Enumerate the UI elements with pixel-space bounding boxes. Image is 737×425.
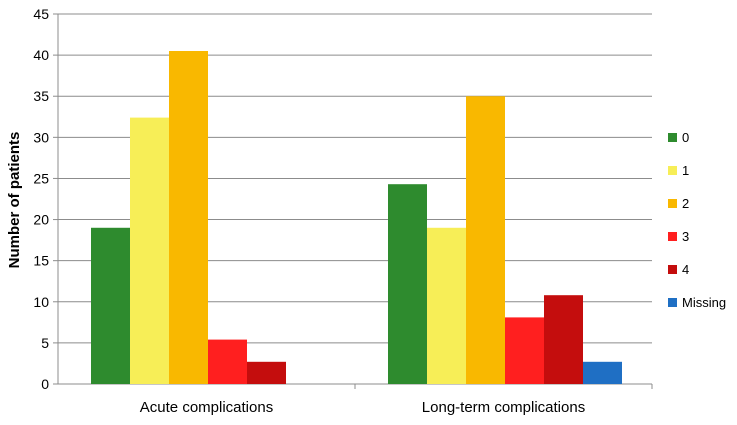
bar-long-term-4	[544, 295, 583, 384]
x-category-label-1: Long-term complications	[422, 399, 585, 416]
bar-long-term-1	[427, 227, 466, 384]
y-tick-label-25: 25	[33, 170, 49, 186]
legend-swatch-2	[668, 199, 677, 208]
legend-label-3: 3	[682, 229, 689, 244]
bar-acute-1	[130, 117, 169, 384]
legend-swatch-1	[668, 166, 677, 175]
bar-long-term-2	[466, 96, 505, 384]
bars	[91, 51, 622, 384]
legend-label-missing: Missing	[682, 295, 726, 310]
legend-label-2: 2	[682, 196, 689, 211]
legend-swatch-3	[668, 232, 677, 241]
y-tick-label-45: 45	[33, 6, 49, 22]
y-tick-label-5: 5	[41, 335, 49, 351]
legend-swatch-4	[668, 265, 677, 274]
bar-acute-0	[91, 227, 130, 384]
bar-acute-4	[247, 361, 286, 384]
y-tick-label-30: 30	[33, 129, 49, 145]
y-tick-label-10: 10	[33, 294, 49, 310]
y-tick-label-40: 40	[33, 47, 49, 63]
bar-long-term-missing	[583, 361, 622, 384]
bar-long-term-0	[388, 184, 427, 384]
y-tick-label-0: 0	[41, 376, 49, 392]
legend-label-1: 1	[682, 163, 689, 178]
legend-label-4: 4	[682, 262, 689, 277]
legend-label-0: 0	[682, 130, 689, 145]
bar-acute-3	[208, 339, 247, 384]
x-category-label-0: Acute complications	[140, 399, 273, 416]
y-axis-title: Number of patients	[6, 132, 23, 269]
y-tick-label-15: 15	[33, 253, 49, 269]
y-tick-label-35: 35	[33, 88, 49, 104]
legend-swatch-0	[668, 133, 677, 142]
y-tick-label-20: 20	[33, 212, 49, 228]
labels: 0 5 10 15 20 25 30 35 40 45 Acute complications Lon…	[33, 6, 585, 416]
bar-long-term-3	[505, 317, 544, 384]
bar-acute-2	[169, 51, 208, 384]
legend-swatch-missing	[668, 298, 677, 307]
legend: 0 1 2 3 4 Missing	[668, 130, 726, 310]
